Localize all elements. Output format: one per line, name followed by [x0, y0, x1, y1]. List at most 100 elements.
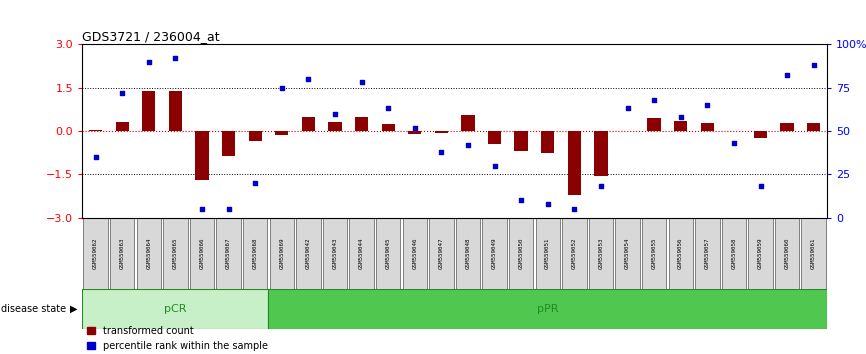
Point — [647, 97, 661, 103]
Text: GSM559068: GSM559068 — [253, 238, 258, 269]
Bar — [456, 218, 480, 289]
Point — [381, 105, 395, 111]
Bar — [701, 123, 714, 131]
Text: GSM559052: GSM559052 — [572, 238, 577, 269]
Bar — [514, 131, 527, 151]
Text: GSM559053: GSM559053 — [598, 238, 604, 269]
Bar — [249, 131, 262, 141]
Bar — [754, 131, 767, 138]
Point — [88, 154, 102, 160]
Bar — [275, 131, 288, 135]
Point — [674, 114, 688, 120]
Point — [488, 163, 501, 169]
Point — [461, 142, 475, 148]
Point — [727, 140, 740, 146]
Text: GSM559055: GSM559055 — [651, 238, 656, 269]
Bar — [163, 218, 188, 289]
Text: ▶: ▶ — [69, 304, 77, 314]
Bar — [243, 218, 268, 289]
Bar — [568, 131, 581, 195]
Bar — [721, 218, 746, 289]
Text: GSM559057: GSM559057 — [705, 238, 710, 269]
Text: GSM559065: GSM559065 — [173, 238, 178, 269]
Text: GSM559056: GSM559056 — [678, 238, 683, 269]
Text: GSM559059: GSM559059 — [758, 238, 763, 269]
Text: GSM559049: GSM559049 — [492, 238, 497, 269]
Text: disease state: disease state — [1, 304, 66, 314]
Bar — [435, 131, 448, 133]
Bar — [349, 218, 374, 289]
Bar — [642, 218, 666, 289]
Text: GDS3721 / 236004_at: GDS3721 / 236004_at — [82, 30, 220, 43]
Bar — [695, 218, 720, 289]
Point — [168, 55, 182, 61]
Bar — [780, 123, 794, 131]
Text: GSM559066: GSM559066 — [199, 238, 204, 269]
Bar — [430, 218, 454, 289]
Text: GSM559061: GSM559061 — [811, 238, 817, 269]
Bar — [83, 218, 107, 289]
Point — [435, 149, 449, 155]
Bar — [462, 115, 475, 131]
Bar — [268, 289, 827, 329]
Bar — [323, 218, 347, 289]
Point — [514, 198, 528, 203]
Bar — [488, 131, 501, 144]
Point — [195, 206, 209, 212]
Text: GSM559047: GSM559047 — [439, 238, 444, 269]
Bar — [648, 118, 661, 131]
Point — [807, 62, 821, 68]
Point — [275, 85, 288, 91]
Text: GSM559067: GSM559067 — [226, 238, 231, 269]
Bar — [301, 116, 315, 131]
Bar — [807, 123, 820, 131]
Bar — [382, 124, 395, 131]
Bar — [509, 218, 533, 289]
Bar — [541, 131, 554, 153]
Text: GSM559048: GSM559048 — [465, 238, 470, 269]
Text: GSM559060: GSM559060 — [785, 238, 790, 269]
Bar — [802, 218, 826, 289]
Point — [115, 90, 129, 96]
Bar — [403, 218, 427, 289]
Point — [540, 201, 554, 207]
Bar — [594, 131, 608, 176]
Bar — [82, 289, 268, 329]
Bar — [482, 218, 507, 289]
Bar — [110, 218, 134, 289]
Text: GSM559045: GSM559045 — [385, 238, 391, 269]
Bar — [616, 218, 640, 289]
Point — [621, 105, 635, 111]
Point — [249, 180, 262, 186]
Text: GSM559043: GSM559043 — [333, 238, 338, 269]
Point — [408, 125, 422, 130]
Text: GSM559044: GSM559044 — [359, 238, 364, 269]
Bar — [355, 116, 368, 131]
Text: GSM559050: GSM559050 — [519, 238, 524, 269]
Bar — [589, 218, 613, 289]
Text: GSM559062: GSM559062 — [93, 238, 98, 269]
Point — [354, 80, 368, 85]
Bar — [89, 130, 102, 131]
Text: GSM559069: GSM559069 — [279, 238, 284, 269]
Point — [701, 102, 714, 108]
Point — [142, 59, 156, 64]
Text: GSM559058: GSM559058 — [732, 238, 736, 269]
Bar — [216, 218, 241, 289]
Bar — [222, 131, 236, 155]
Text: pCR: pCR — [165, 304, 186, 314]
Bar — [296, 218, 320, 289]
Bar — [748, 218, 772, 289]
Point — [753, 184, 767, 189]
Point — [328, 111, 342, 116]
Text: GSM559054: GSM559054 — [625, 238, 630, 269]
Text: GSM559064: GSM559064 — [146, 238, 152, 269]
Text: GSM559051: GSM559051 — [546, 238, 550, 269]
Bar — [269, 218, 294, 289]
Text: GSM559063: GSM559063 — [120, 238, 125, 269]
Text: pPR: pPR — [537, 304, 559, 314]
Bar — [137, 218, 161, 289]
Point — [567, 206, 581, 212]
Point — [301, 76, 315, 82]
Point — [780, 73, 794, 78]
